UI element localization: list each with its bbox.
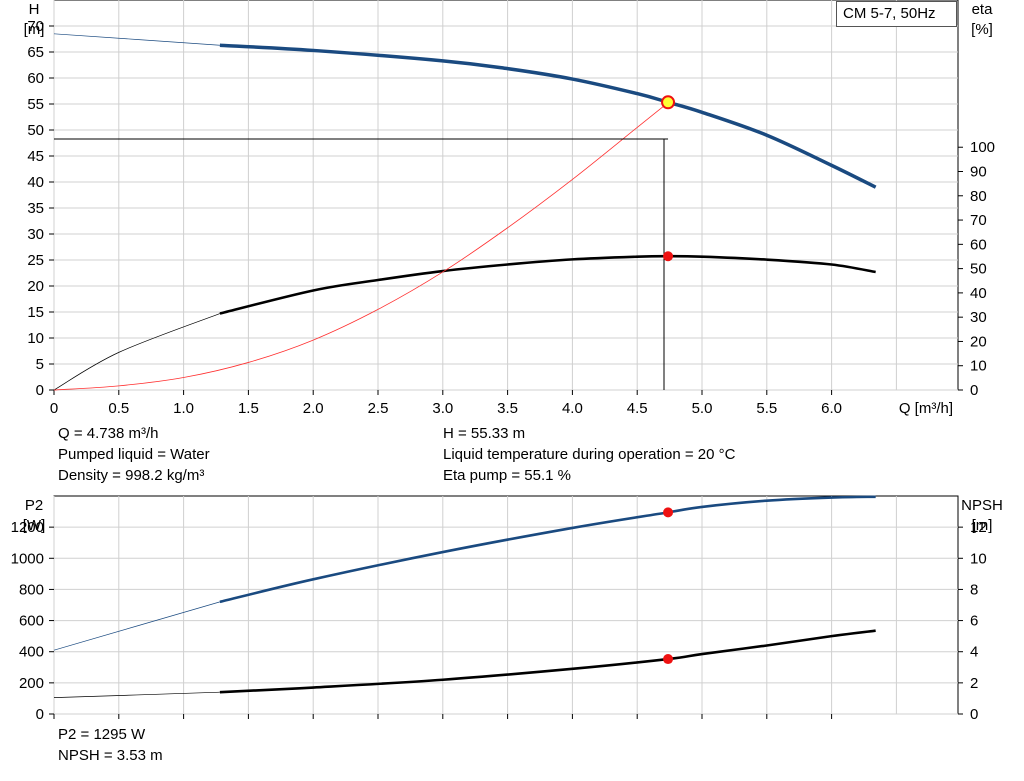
info-density: Density = 998.2 kg/m³ xyxy=(58,467,205,484)
tick-label-x: 5.0 xyxy=(692,400,713,417)
info-head: H = 55.33 m xyxy=(443,425,526,442)
tick-label-left: 15 xyxy=(27,304,44,321)
plot-frame xyxy=(53,495,959,715)
tick-label-x: 1.5 xyxy=(238,400,259,417)
tick-label-left: 55 xyxy=(27,96,44,113)
tick-label-left: 1000 xyxy=(11,550,44,567)
curve-NPSH-extended xyxy=(53,691,220,698)
tick-label-x: 3.0 xyxy=(432,400,453,417)
tick-label-left: 400 xyxy=(19,644,44,661)
tick-label-right: 8 xyxy=(970,581,978,598)
curve-NPSH xyxy=(219,629,876,694)
tick-label-x: 0.5 xyxy=(108,400,129,417)
y-left-axis-unit: [m] xyxy=(24,21,45,38)
tick-label-right: 40 xyxy=(970,285,987,302)
tick-label-right: 100 xyxy=(970,139,995,156)
tick-label-right: 60 xyxy=(970,236,987,253)
y-left-axis-label: P2 xyxy=(25,497,43,514)
tick-label-left: 0 xyxy=(36,382,44,399)
tick-label-left: 1200 xyxy=(11,519,44,536)
tick-label-left: 65 xyxy=(27,44,44,61)
tick-label-x: 1.0 xyxy=(173,400,194,417)
curve-eta xyxy=(219,254,876,315)
bottom-chart: 0 200 400 600 800 1000 1200 0 2 4 6 8 10 12 P2 [W] NPSH [… xyxy=(11,495,1003,723)
y-right-axis-label: eta xyxy=(972,1,994,18)
curve-H xyxy=(219,43,877,189)
tick-label-left: 20 xyxy=(27,278,44,295)
tick-label-right: 20 xyxy=(970,333,987,350)
tick-label-x: 5.5 xyxy=(756,400,777,417)
x-axis-label: Q [m³/h] xyxy=(899,400,953,417)
tick-label-left: 200 xyxy=(19,675,44,692)
top-info-left: Q = 4.738 m³/h Pumped liquid = Water Den… xyxy=(58,423,210,486)
tick-label-x: 3.5 xyxy=(497,400,518,417)
plot-frame xyxy=(53,0,959,391)
tick-label-right: 12 xyxy=(970,519,987,536)
info-p2: P2 = 1295 W xyxy=(58,726,146,743)
info-eta: Eta pump = 55.1 % xyxy=(443,467,571,484)
tick-label-right: 80 xyxy=(970,188,987,205)
y-right-axis-unit: [%] xyxy=(971,21,993,38)
tick-label-left: 30 xyxy=(27,226,44,243)
tick-label-right: 4 xyxy=(970,644,978,661)
tick-label-x: 2.5 xyxy=(368,400,389,417)
tick-label-left: 70 xyxy=(27,18,44,35)
y-left-axis-label: H xyxy=(29,1,40,18)
tick-label-left: 25 xyxy=(27,252,44,269)
info-npsh: NPSH = 3.53 m xyxy=(58,747,163,764)
tick-label-right: 10 xyxy=(970,550,987,567)
tick-label-right: 30 xyxy=(970,309,987,326)
tick-label-left: 800 xyxy=(19,581,44,598)
tick-label-left: 45 xyxy=(27,148,44,165)
tick-label-right: 10 xyxy=(970,358,987,375)
tick-label-left: 10 xyxy=(27,330,44,347)
tick-label-left: 60 xyxy=(27,70,44,87)
tick-label-left: 35 xyxy=(27,200,44,217)
y-right-axis-label: NPSH xyxy=(961,497,1003,514)
tick-label-x: 4.5 xyxy=(627,400,648,417)
info-flow: Q = 4.738 m³/h xyxy=(58,425,159,442)
tick-label-x: 6.0 xyxy=(821,400,842,417)
curve-P2-eta-extended xyxy=(53,105,665,391)
bottom-info: P2 = 1295 W NPSH = 3.53 m xyxy=(58,724,163,766)
npsh-duty-point xyxy=(663,654,674,665)
tick-label-right: 6 xyxy=(970,613,978,630)
y-right-axis-unit: [m] xyxy=(972,517,993,534)
curve-P2-extended xyxy=(53,601,220,651)
curve-H-extended xyxy=(53,33,220,46)
tick-label-right: 50 xyxy=(970,261,987,278)
tick-label-left: 600 xyxy=(19,613,44,630)
top-info-right: H = 55.33 m Liquid temperature during op… xyxy=(443,423,735,486)
tick-label-x: 0 xyxy=(50,400,58,417)
eta-duty-point xyxy=(663,251,674,262)
tick-label-right: 70 xyxy=(970,212,987,229)
tick-label-x: 2.0 xyxy=(303,400,324,417)
tick-label-left: 0 xyxy=(36,706,44,723)
y-left-axis-unit: [W] xyxy=(23,517,46,534)
info-temperature: Liquid temperature during operation = 20… xyxy=(443,446,736,463)
tick-label-left: 40 xyxy=(27,174,44,191)
h-duty-point xyxy=(661,95,676,110)
tick-label-right: 90 xyxy=(970,164,987,181)
p2-duty-point xyxy=(663,507,674,518)
curve-eta-extended xyxy=(53,313,221,391)
legend-box: CM 5-7, 50Hz xyxy=(836,1,957,27)
tick-label-right: 2 xyxy=(970,675,978,692)
top-chart: 0 5 10 15 20 25 30 35 40 45 50 55 60 65 70 0 10 20 30 40 50 6… xyxy=(24,0,995,417)
info-liquid: Pumped liquid = Water xyxy=(58,446,210,463)
tick-label-left: 50 xyxy=(27,122,44,139)
tick-label-x: 4.0 xyxy=(562,400,583,417)
curve-P2 xyxy=(219,495,876,604)
tick-label-right: 0 xyxy=(970,706,978,723)
tick-label-left: 5 xyxy=(36,356,44,373)
tick-label-right: 0 xyxy=(970,382,978,399)
